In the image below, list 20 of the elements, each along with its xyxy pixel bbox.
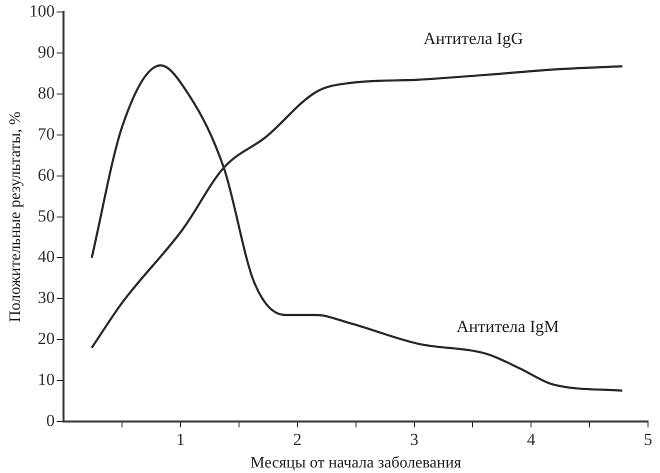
x-tick-label: 2 xyxy=(293,430,302,450)
x-tick-label: 5 xyxy=(644,430,652,450)
y-tick-label: 30 xyxy=(38,288,55,308)
series-label: Антитела IgG xyxy=(423,29,524,48)
y-tick-label: 90 xyxy=(38,42,55,62)
x-tick-label: 3 xyxy=(410,430,419,450)
y-tick-label: 20 xyxy=(38,329,55,348)
y-tick-label: 10 xyxy=(38,370,55,389)
x-tick-label: 4 xyxy=(526,430,536,450)
y-tick-label: 100 xyxy=(29,2,55,21)
y-tick-label: 40 xyxy=(38,247,55,266)
y-tick-label: 80 xyxy=(38,84,55,103)
x-axis-title: Месяцы от начала заболевания xyxy=(250,454,462,472)
y-tick-label: 70 xyxy=(38,124,55,144)
x-tick-label: 1 xyxy=(176,430,185,450)
y-tick-label: 60 xyxy=(38,165,55,184)
series-label: Антитела IgM xyxy=(456,316,559,336)
y-tick-label: 0 xyxy=(46,410,55,430)
y-tick-label: 50 xyxy=(38,206,55,226)
y-axis-title: Положительные результаты, % xyxy=(6,112,24,322)
